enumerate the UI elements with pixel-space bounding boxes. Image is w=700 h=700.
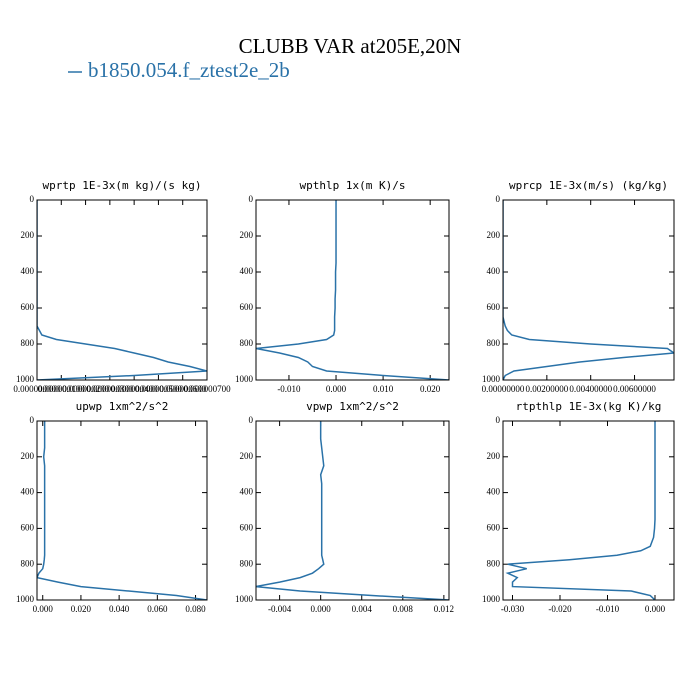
y-tick-label: 200	[21, 451, 35, 461]
y-tick-label: 200	[487, 451, 501, 461]
y-tick-label: 0	[30, 194, 35, 204]
x-tick-label: 0.000	[645, 604, 666, 614]
y-tick-label: 200	[487, 230, 501, 240]
plot-frame	[255, 420, 450, 601]
y-tick-label: 400	[487, 487, 501, 497]
panel-title: wprcp 1E-3x(m/s) (kg/kg)	[509, 179, 668, 192]
x-tick-label: 0.004	[352, 604, 373, 614]
y-tick-label: 200	[21, 230, 35, 240]
x-tick-label: 0.000	[311, 604, 332, 614]
y-tick-label: 600	[240, 522, 254, 532]
y-tick-label: 1000	[482, 374, 501, 384]
y-tick-label: 400	[21, 487, 35, 497]
x-tick-label: -0.020	[548, 604, 572, 614]
panel-title: upwp 1xm^2/s^2	[76, 400, 169, 413]
x-tick-label: 0.00200000	[525, 384, 568, 394]
x-tick-label: -0.030	[501, 604, 525, 614]
x-tick-label: 0.040	[109, 604, 130, 614]
plot-frame	[502, 420, 675, 601]
panel-title: vpwp 1xm^2/s^2	[306, 400, 399, 413]
x-tick-label: 0.060	[147, 604, 168, 614]
x-tick-label: 0.020	[71, 604, 92, 614]
plot-frame	[255, 199, 450, 381]
y-tick-label: 800	[487, 558, 501, 568]
plot-frame	[36, 199, 208, 381]
y-tick-label: 1000	[235, 374, 254, 384]
y-tick-label: 0	[496, 415, 501, 425]
x-tick-label: 0.008	[393, 604, 414, 614]
y-tick-label: 400	[240, 487, 254, 497]
y-tick-label: 800	[487, 338, 501, 348]
x-tick-label: 0.000000200	[62, 384, 110, 394]
profile-line	[503, 200, 674, 380]
y-tick-label: 1000	[16, 594, 35, 604]
x-tick-label: -0.010	[277, 384, 301, 394]
profile-line	[256, 421, 449, 600]
panel-title: wpthlp 1x(m K)/s	[300, 179, 406, 192]
y-tick-label: 600	[21, 522, 35, 532]
y-tick-label: 800	[21, 558, 35, 568]
x-tick-label: 0.00400000	[569, 384, 612, 394]
x-tick-label: 0.000	[326, 384, 347, 394]
y-tick-label: 0	[249, 194, 254, 204]
y-tick-label: 400	[21, 266, 35, 276]
y-tick-label: 600	[487, 302, 501, 312]
y-tick-label: 0	[249, 415, 254, 425]
x-tick-label: 0.00600000	[613, 384, 656, 394]
y-tick-label: 200	[240, 451, 254, 461]
plot-frame	[502, 199, 675, 381]
y-tick-label: 0	[30, 415, 35, 425]
y-tick-label: 800	[240, 338, 254, 348]
y-tick-label: 600	[240, 302, 254, 312]
x-tick-label: 0.012	[434, 604, 454, 614]
legend-label: b1850.054.f_ztest2e_2b	[88, 58, 290, 82]
x-tick-label: 0.000000600	[159, 384, 207, 394]
y-tick-label: 0	[496, 194, 501, 204]
x-tick-label: 0.080	[185, 604, 206, 614]
x-tick-label: 0.000000700	[183, 384, 231, 394]
y-tick-label: 1000	[235, 594, 254, 604]
y-tick-label: 400	[487, 266, 501, 276]
y-tick-label: 400	[240, 266, 254, 276]
y-tick-label: 600	[21, 302, 35, 312]
panel-title: wprtp 1E-3x(m kg)/(s kg)	[43, 179, 202, 192]
panel-title: rtpthlp 1E-3x(kg K)/kg	[516, 400, 662, 413]
x-tick-label: -0.010	[596, 604, 620, 614]
y-tick-label: 800	[21, 338, 35, 348]
x-tick-label: 0.000000500	[135, 384, 183, 394]
x-tick-label: -0.004	[268, 604, 292, 614]
profile-line	[505, 421, 656, 600]
profile-line	[256, 200, 449, 380]
x-tick-label: 0.00000000	[482, 384, 525, 394]
x-tick-label: 0.000000100	[38, 384, 86, 394]
profile-line	[37, 200, 207, 380]
plot-frame	[36, 420, 208, 601]
x-tick-label: 0.000000000	[13, 384, 61, 394]
y-tick-label: 600	[487, 522, 501, 532]
profile-line	[37, 421, 207, 600]
x-tick-label: 0.020	[420, 384, 441, 394]
figure-title: CLUBB VAR at205E,20N	[239, 34, 462, 58]
x-tick-label: 0.000000300	[86, 384, 134, 394]
x-tick-label: 0.000000400	[111, 384, 159, 394]
y-tick-label: 200	[240, 230, 254, 240]
y-tick-label: 1000	[16, 374, 35, 384]
x-tick-label: 0.000	[33, 604, 54, 614]
x-tick-label: 0.010	[373, 384, 394, 394]
y-tick-label: 800	[240, 558, 254, 568]
y-tick-label: 1000	[482, 594, 501, 604]
